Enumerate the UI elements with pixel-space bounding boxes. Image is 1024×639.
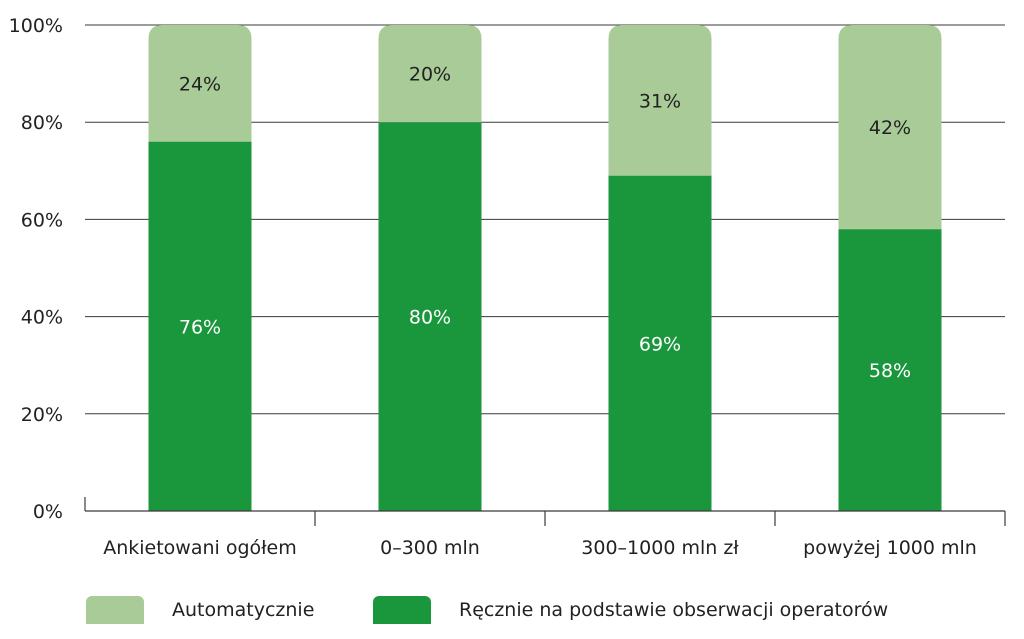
legend-label-automatycznie: Automatycznie <box>172 599 315 621</box>
data-label: 42% <box>869 117 911 139</box>
data-label: 80% <box>409 307 451 329</box>
legend-label-recznie: Ręcznie na podstawie obserwacji operator… <box>459 599 889 621</box>
data-label: 20% <box>409 64 451 86</box>
y-tick-label: 20% <box>21 404 63 426</box>
bar-segment <box>608 25 712 176</box>
y-tick-label: 0% <box>33 501 63 523</box>
legend-item-recznie: Ręcznie na podstawie obserwacji operator… <box>373 596 888 624</box>
y-tick-label: 80% <box>21 112 63 134</box>
data-labels: 76% 24% 80% 20% 69% 31% 58% 42% <box>179 64 911 382</box>
data-label: 31% <box>639 90 681 112</box>
x-tick-label: 0–300 mln <box>380 537 480 559</box>
y-tick-label: 100% <box>9 15 63 37</box>
bars <box>148 25 942 511</box>
data-label: 24% <box>179 73 221 95</box>
y-tick-label: 40% <box>21 307 63 329</box>
y-tick-label: 60% <box>21 209 63 231</box>
legend-swatch-recznie <box>373 596 431 624</box>
bar-segment <box>148 141 252 511</box>
x-tick-label: powyżej 1000 mln <box>803 537 977 559</box>
axes <box>84 497 1006 526</box>
legend-item-automatycznie: Automatycznie <box>86 596 314 624</box>
bar-segment <box>378 122 482 511</box>
y-tick-labels: 0% 20% 40% 60% 80% 100% <box>9 15 63 523</box>
bar-segment <box>608 175 712 511</box>
bar-segment <box>838 229 942 511</box>
bar-segment <box>378 25 482 123</box>
x-tick-label: 300–1000 mln zł <box>581 537 739 559</box>
x-tick-labels: Ankietowani ogółem 0–300 mln 300–1000 mln … <box>103 537 977 559</box>
x-tick-label: Ankietowani ogółem <box>103 537 297 559</box>
data-label: 76% <box>179 316 221 338</box>
data-label: 69% <box>639 333 681 355</box>
bar-segment <box>838 25 942 230</box>
data-label: 58% <box>869 360 911 382</box>
legend-swatch-automatycznie <box>86 596 144 624</box>
bar-segment <box>148 25 252 142</box>
